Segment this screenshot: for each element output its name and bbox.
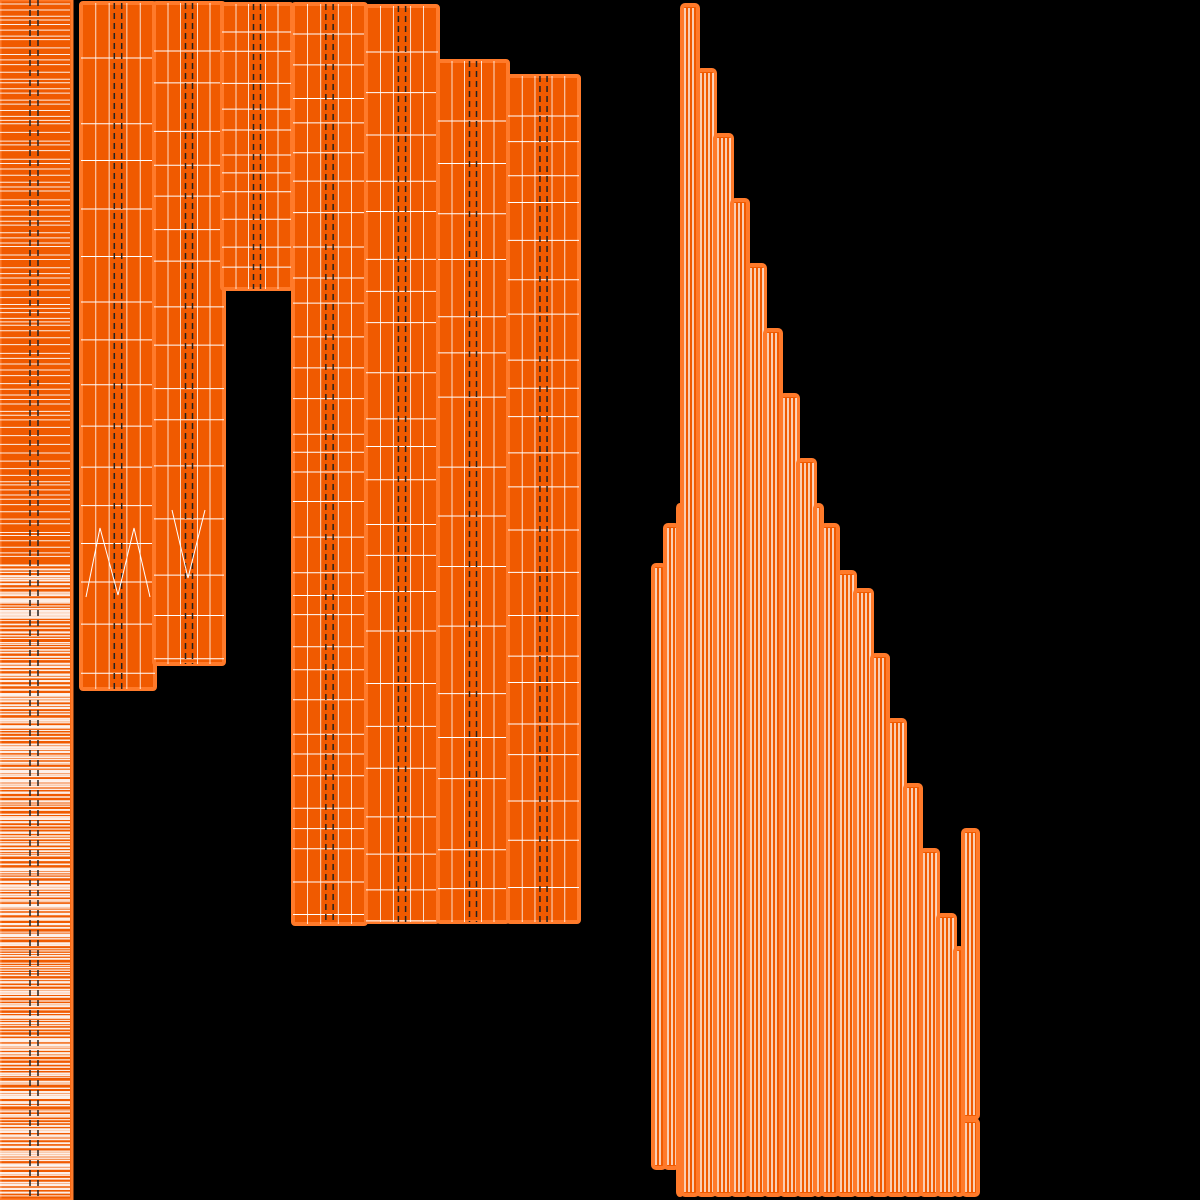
uv-islands xyxy=(0,0,980,1200)
panel-fold xyxy=(171,509,206,579)
panel-fold xyxy=(85,527,151,598)
panel xyxy=(220,2,294,291)
panel xyxy=(291,2,368,926)
panel xyxy=(506,74,581,924)
panel xyxy=(436,59,510,924)
panel xyxy=(79,1,157,691)
panel xyxy=(364,4,440,924)
panel xyxy=(152,1,226,666)
